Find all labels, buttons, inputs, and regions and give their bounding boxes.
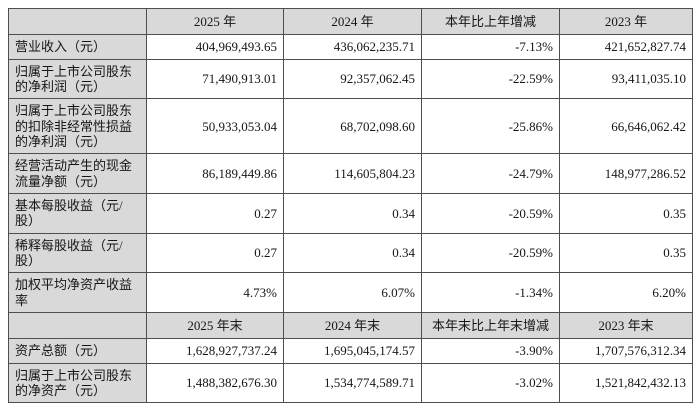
cell-2025: 0.27: [146, 232, 284, 274]
table-row-operating-cash-flow: 经营活动产生的现金流量净额（元） 86,189,449.86 114,605,8…: [8, 153, 693, 194]
row-label: 加权平均净资产收益率: [8, 272, 147, 313]
cell-2023: 0.35: [559, 232, 693, 274]
cell-change: -3.02%: [421, 362, 560, 404]
period-end-header-row: 2025 年末 2024 年末 本年末比上年末增减 2023 年末: [8, 311, 693, 340]
row-label: 营业收入（元）: [8, 34, 147, 60]
cell-2025: 86,189,449.86: [146, 153, 284, 194]
cell-2025: 404,969,493.65: [146, 34, 284, 60]
table-row-basic-eps: 基本每股收益（元/股） 0.27 0.34 -20.59% 0.35: [8, 192, 693, 234]
table-row-net-assets: 归属于上市公司股东的净资产（元） 1,488,382,676.30 1,534,…: [8, 362, 693, 404]
cell-2024: 436,062,235.71: [283, 34, 422, 60]
cell-change: -3.90%: [421, 338, 560, 364]
cell-2023: 6.20%: [559, 272, 693, 313]
cell-2025: 1,628,927,737.24: [146, 338, 284, 364]
cell-change: -20.59%: [421, 232, 560, 274]
cell-change: -7.13%: [421, 34, 560, 60]
cell-2025: 71,490,913.01: [146, 58, 284, 100]
header-cell-2025-end: 2025 年末: [146, 311, 284, 340]
cell-2023: 421,652,827.74: [559, 34, 693, 60]
table-row-revenue: 营业收入（元） 404,969,493.65 436,062,235.71 -7…: [8, 34, 693, 60]
cell-2023: 93,411,035.10: [559, 58, 693, 100]
cell-change: -20.59%: [421, 192, 560, 234]
row-label: 归属于上市公司股东的净利润（元）: [8, 58, 147, 100]
cell-2025: 0.27: [146, 192, 284, 234]
cell-change: -24.79%: [421, 153, 560, 194]
table-row-diluted-eps: 稀释每股收益（元/股） 0.27 0.34 -20.59% 0.35: [8, 232, 693, 274]
cell-2025: 1,488,382,676.30: [146, 362, 284, 404]
cell-2025: 4.73%: [146, 272, 284, 313]
table-row-net-profit-after-nonrecurring: 归属于上市公司股东的扣除非经常性损益的净利润（元） 50,933,053.04 …: [8, 98, 693, 155]
row-label: 归属于上市公司股东的扣除非经常性损益的净利润（元）: [8, 98, 147, 155]
cell-2024: 114,605,804.23: [283, 153, 422, 194]
table-row-total-assets: 资产总额（元） 1,628,927,737.24 1,695,045,174.5…: [8, 338, 693, 364]
cell-change: -25.86%: [421, 98, 560, 155]
cell-2025: 50,933,053.04: [146, 98, 284, 155]
table-row-net-profit: 归属于上市公司股东的净利润（元） 71,490,913.01 92,357,06…: [8, 58, 693, 100]
cell-2024: 0.34: [283, 232, 422, 274]
row-label: 基本每股收益（元/股）: [8, 192, 147, 234]
cell-change: -1.34%: [421, 272, 560, 313]
cell-2023: 1,521,842,432.13: [559, 362, 693, 404]
cell-2023: 0.35: [559, 192, 693, 234]
cell-2024: 92,357,062.45: [283, 58, 422, 100]
cell-2024: 6.07%: [283, 272, 422, 313]
cell-2023: 66,646,062.42: [559, 98, 693, 155]
cell-2024: 1,534,774,589.71: [283, 362, 422, 404]
header-cell-2023: 2023 年: [559, 7, 693, 36]
header-cell-blank: [8, 7, 147, 36]
row-label: 稀释每股收益（元/股）: [8, 232, 147, 274]
header-cell-end-change: 本年末比上年末增减: [421, 311, 560, 340]
cell-change: -22.59%: [421, 58, 560, 100]
row-label: 经营活动产生的现金流量净额（元）: [8, 153, 147, 194]
cell-2024: 1,695,045,174.57: [283, 338, 422, 364]
header-cell-blank: [8, 311, 147, 340]
header-cell-2024-end: 2024 年末: [283, 311, 422, 340]
cell-2024: 68,702,098.60: [283, 98, 422, 155]
table-row-weighted-avg-roe: 加权平均净资产收益率 4.73% 6.07% -1.34% 6.20%: [8, 272, 693, 313]
header-cell-yoy-change: 本年比上年增减: [421, 7, 560, 36]
financial-summary-table: 2025 年 2024 年 本年比上年增减 2023 年 营业收入（元） 404…: [8, 7, 693, 404]
row-label: 归属于上市公司股东的净资产（元）: [8, 362, 147, 404]
cell-2024: 0.34: [283, 192, 422, 234]
header-cell-2025: 2025 年: [146, 7, 284, 36]
header-cell-2023-end: 2023 年末: [559, 311, 693, 340]
cell-2023: 148,977,286.52: [559, 153, 693, 194]
period-header-row: 2025 年 2024 年 本年比上年增减 2023 年: [8, 7, 693, 36]
header-cell-2024: 2024 年: [283, 7, 422, 36]
cell-2023: 1,707,576,312.34: [559, 338, 693, 364]
row-label: 资产总额（元）: [8, 338, 147, 364]
